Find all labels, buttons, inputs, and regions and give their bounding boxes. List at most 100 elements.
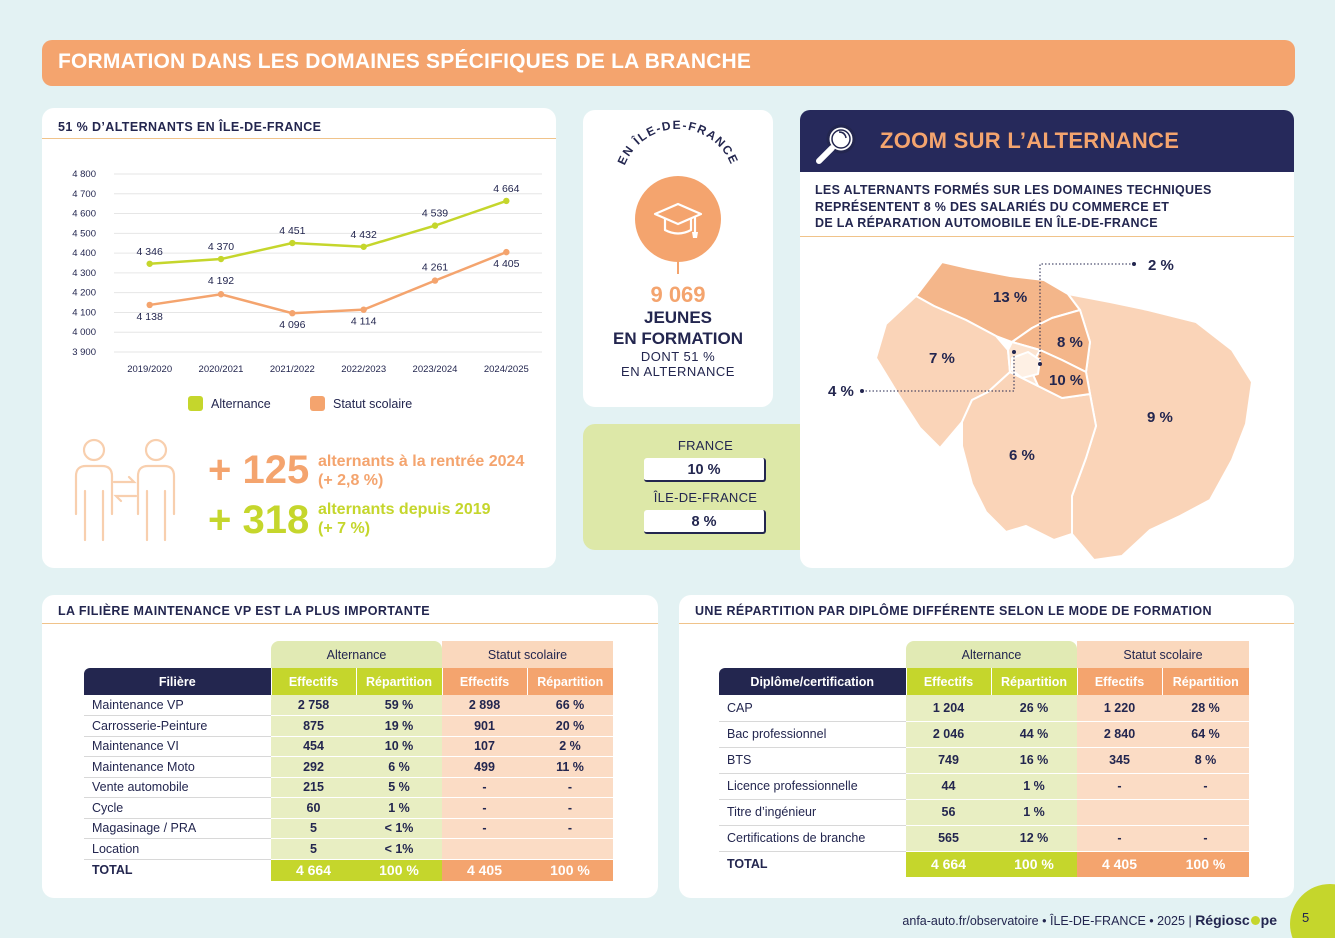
- y-tick-label: 4 400: [72, 248, 96, 259]
- y-tick-label: 3 900: [72, 347, 96, 358]
- divider: [42, 138, 556, 139]
- jeunes-sub: DONT 51 %: [640, 349, 716, 364]
- table-cell: 454: [271, 736, 356, 757]
- total-jeunes-card: EN ÎLE-DE-FRANCE 9 069 JEUNES EN FORMATI…: [583, 110, 773, 407]
- data-label: 4 261: [422, 262, 448, 274]
- total-cell: TOTAL: [92, 863, 133, 878]
- x-tick-label: 2020/2021: [199, 364, 244, 375]
- zoom-description: LES ALTERNANTS FORMÉS SUR LES DOMAINES T…: [815, 182, 1212, 232]
- table-cell: < 1%: [356, 838, 442, 860]
- table-cell: 1 %: [356, 797, 442, 819]
- table-cell: -: [1162, 825, 1249, 852]
- stat-label-line: (+ 2,8 %): [318, 472, 384, 489]
- data-label: 4 432: [351, 229, 377, 241]
- group-statut: Statut scolaire: [1077, 641, 1249, 668]
- table-row: Vente automobile 215 5 % - -: [84, 777, 613, 798]
- footer-sep: •: [1042, 914, 1050, 928]
- people-exchange-icon: [74, 438, 176, 542]
- row-label: Maintenance VP: [84, 695, 271, 716]
- map-label-hauts-seine: 4 %: [828, 383, 854, 400]
- data-point: [146, 301, 153, 309]
- divider: [679, 623, 1294, 624]
- table-cell: [1077, 799, 1162, 826]
- table-cell: 28 %: [1162, 695, 1249, 722]
- total-cell: 100 %: [991, 851, 1077, 877]
- row-label: Carrosserie-Peinture: [84, 715, 271, 737]
- data-label: 4 114: [351, 316, 377, 328]
- table-cell: 5: [271, 818, 356, 839]
- y-tick-label: 4 300: [72, 268, 96, 279]
- table-cell: 44 %: [991, 721, 1077, 748]
- data-label: 4 370: [208, 241, 234, 253]
- idf-value: 8 %: [644, 510, 766, 534]
- diplome-table: Alternance Statut scolaire Diplôme/certi…: [719, 641, 1249, 877]
- data-point: [289, 310, 296, 317]
- table-row: Maintenance VI 454 10 % 107 2 %: [84, 736, 613, 757]
- footer-site[interactable]: anfa-auto.fr/observatoire: [902, 914, 1039, 928]
- data-label: 4 346: [137, 246, 163, 258]
- table-cell: 2 758: [271, 695, 356, 716]
- stat-label-line: alternants depuis 2019: [318, 501, 491, 518]
- series-line-statut: [149, 250, 507, 315]
- data-point: [431, 222, 439, 229]
- arc-text: EN ÎLE-DE-FRANCE: [615, 118, 740, 167]
- brand-part: pe: [1260, 912, 1277, 928]
- row-label: CAP: [719, 695, 906, 722]
- total-row: TOTAL 4 664 100 % 4 405 100 %: [719, 851, 1249, 877]
- table-cell: 5 %: [356, 777, 442, 798]
- data-point: [289, 239, 296, 247]
- france-label: FRANCE: [677, 438, 734, 453]
- map-label-seine-st-denis: 8 %: [1057, 334, 1083, 351]
- table2-title: UNE RÉPARTITION PAR DIPLÔME DIFFÉRENTE S…: [695, 604, 1212, 618]
- data-label: 4 664: [493, 183, 519, 195]
- table-cell: 875: [271, 715, 356, 737]
- table-cell: 44: [906, 773, 991, 800]
- table-row: Certifications de branche 565 12 % - -: [719, 825, 1249, 852]
- idf-label: ÎLE-DE-FRANCE: [653, 490, 758, 505]
- data-point: [431, 277, 439, 284]
- data-point: [360, 243, 367, 250]
- table-cell: 1 %: [991, 773, 1077, 800]
- table-cell: 749: [906, 747, 991, 774]
- table-cell: -: [527, 777, 613, 798]
- legend-label: Alternance: [211, 396, 271, 411]
- data-label: 4 539: [422, 208, 448, 220]
- data-point: [146, 260, 153, 267]
- col-header: Répartition: [1161, 668, 1249, 695]
- line-chart: 4 800 4 700 4 600 4 500 4 400 4 300 4 200 4 100…: [72, 169, 542, 375]
- row-label: Cycle: [84, 797, 271, 819]
- france-value: 10 %: [644, 458, 766, 482]
- jeunes-number: 9 069: [650, 282, 706, 307]
- table-cell: 2 840: [1077, 721, 1162, 748]
- col-header: Effectifs: [905, 668, 991, 695]
- table-cell: 16 %: [991, 747, 1077, 774]
- legend-swatch: [188, 396, 203, 411]
- jeunes-label: JEUNES: [643, 308, 713, 327]
- zoom-text-line: LES ALTERNANTS FORMÉS SUR LES DOMAINES T…: [815, 183, 1212, 197]
- table-cell: 2 046: [906, 721, 991, 748]
- total-cell: 100 %: [1162, 851, 1249, 877]
- col-header: Filière: [84, 668, 271, 695]
- footer-region: ÎLE-DE-FRANCE: [1049, 914, 1146, 928]
- magnifier-icon: [816, 124, 856, 164]
- col-header: Diplôme/certification: [719, 668, 906, 695]
- total-cell: 4 405: [442, 859, 527, 881]
- table-cell: 215: [271, 777, 356, 798]
- y-tick-label: 4 600: [72, 209, 96, 220]
- footer-year: 2025: [1157, 914, 1185, 928]
- table-row: Cycle 60 1 % - -: [84, 797, 613, 819]
- total-row: TOTAL 4 664 100 % 4 405 100 %: [84, 859, 613, 881]
- page-badge: [1290, 884, 1335, 938]
- table-row: Maintenance Moto 292 6 % 499 11 %: [84, 756, 613, 778]
- table-cell: 12 %: [991, 825, 1077, 852]
- table-cell: 345: [1077, 747, 1162, 774]
- table-row: Location 5 < 1%: [84, 838, 613, 860]
- stat-value-depuis: + 318: [208, 498, 310, 542]
- table-cell: -: [442, 797, 527, 819]
- total-cell: 4 664: [271, 859, 356, 881]
- table-row: CAP 1 204 26 % 1 220 28 %: [719, 695, 1249, 722]
- y-tick-label: 4 100: [72, 307, 96, 318]
- map-label-paris: 2 %: [1148, 257, 1174, 274]
- table-row: Licence professionnelle 44 1 % - -: [719, 773, 1249, 800]
- table-cell: 66 %: [527, 695, 613, 716]
